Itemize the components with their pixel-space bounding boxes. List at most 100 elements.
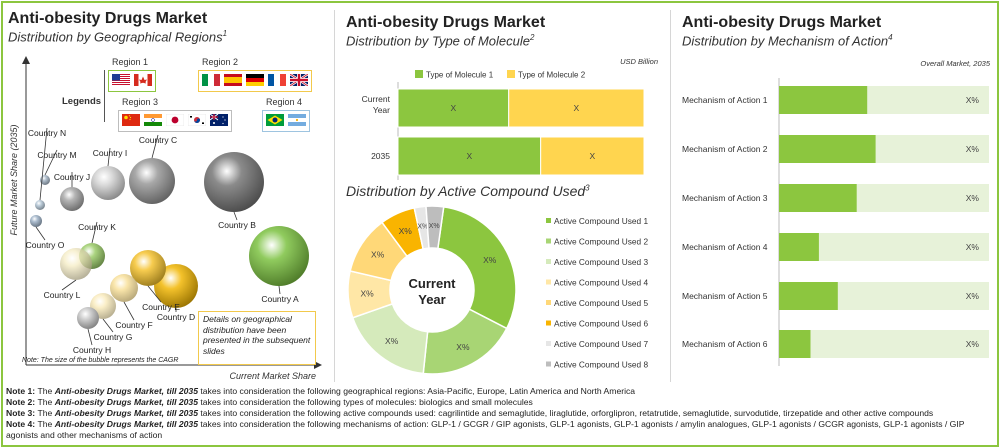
geo-subtitle: Distribution by Geographical Regions1 bbox=[8, 29, 228, 45]
bubble-mark bbox=[129, 158, 175, 204]
flag-us-icon bbox=[112, 74, 130, 86]
bubble-country-a: Country A bbox=[249, 226, 309, 304]
flag-jp-icon bbox=[166, 114, 184, 126]
bubble-label: Country J bbox=[54, 172, 90, 182]
moa-bar bbox=[779, 86, 868, 114]
bubble-mark bbox=[60, 187, 84, 211]
bubble-label: Country M bbox=[37, 150, 76, 160]
moa-caption: Overall Market, 2035 bbox=[920, 59, 990, 68]
bubble-mark bbox=[110, 274, 138, 302]
moa-bar bbox=[779, 233, 819, 261]
bubble-label: Country G bbox=[94, 332, 133, 342]
bubble-label: Country N bbox=[28, 128, 66, 138]
donut-legend-label: Active Compound Used 1 bbox=[554, 216, 648, 226]
donut-slice-label: X% bbox=[399, 226, 413, 236]
donut-slice-label: X% bbox=[417, 224, 428, 231]
flag-in-icon bbox=[144, 114, 162, 126]
bubble-mark bbox=[35, 200, 45, 210]
details-note-text: Details on geographical distribution hav… bbox=[203, 314, 311, 356]
donut-slice-label: X% bbox=[385, 336, 399, 346]
molecule-bar-label: X bbox=[451, 103, 457, 113]
donut-legend-label: Active Compound Used 5 bbox=[554, 298, 648, 308]
footnote-4: Note 4: The Anti-obesity Drugs Market, t… bbox=[6, 419, 965, 440]
donut-slice-label: X% bbox=[456, 342, 470, 352]
footnote-3: Note 3: The Anti-obesity Drugs Market, t… bbox=[6, 408, 934, 418]
molecule-category-label: Year bbox=[373, 105, 390, 115]
molecule-bar-segment bbox=[508, 88, 645, 128]
donut-legend-label: Active Compound Used 2 bbox=[554, 237, 648, 247]
bubble-mark bbox=[204, 152, 264, 212]
bubble-country-j: Country J bbox=[54, 172, 90, 211]
legend-title: Legends bbox=[62, 96, 102, 107]
moa-bar bbox=[779, 184, 857, 212]
bubble-mark bbox=[60, 248, 92, 280]
region-flag-box-1 bbox=[108, 70, 156, 92]
molecule-legend-swatch bbox=[415, 70, 423, 78]
moa-category-label: Mechanism of Action 1 bbox=[682, 95, 768, 105]
flag-de-icon bbox=[246, 74, 264, 86]
bubble-mark bbox=[154, 264, 198, 308]
donut-slice-label: X% bbox=[360, 289, 374, 299]
bubble-label: Country A bbox=[261, 294, 299, 304]
bubble-label: Country I bbox=[93, 148, 128, 158]
donut-slice-label: X% bbox=[371, 249, 385, 259]
flag-ca-icon bbox=[134, 74, 152, 86]
bubble-mark bbox=[249, 226, 309, 286]
region-label-2: Region 2 bbox=[202, 57, 239, 67]
donut-legend-swatch bbox=[546, 279, 551, 285]
moa-category-label: Mechanism of Action 2 bbox=[682, 144, 768, 154]
moa-value-label: X% bbox=[966, 95, 980, 105]
geo-panel-header: Anti-obesity Drugs Market Distribution b… bbox=[8, 10, 328, 44]
donut-legend-label: Active Compound Used 8 bbox=[554, 360, 648, 370]
moa-category-label: Mechanism of Action 6 bbox=[682, 339, 768, 349]
molecule-bar-segment bbox=[540, 136, 645, 176]
donut-legend-label: Active Compound Used 7 bbox=[554, 339, 648, 349]
bubble-label: Country O bbox=[26, 240, 65, 250]
bubble-label: Country C bbox=[139, 135, 177, 145]
bubble-country-n: Country N bbox=[28, 127, 66, 210]
bubble-mark bbox=[91, 166, 125, 200]
bubble-country-o: Country O bbox=[26, 215, 65, 250]
flag-it-icon bbox=[202, 74, 220, 86]
donut-legend-swatch bbox=[546, 341, 551, 346]
footnote-1: Note 1: The Anti-obesity Drugs Market, t… bbox=[6, 386, 636, 396]
molecule-panel-header: Anti-obesity Drugs Market Distribution b… bbox=[346, 14, 666, 48]
bubble-country-h: Country H bbox=[73, 307, 111, 355]
geo-x-axis-label: Current Market Share bbox=[229, 371, 316, 381]
details-note-box: Details on geographical distribution hav… bbox=[198, 311, 316, 365]
moa-category-label: Mechanism of Action 4 bbox=[682, 242, 768, 252]
moa-bar-track bbox=[779, 330, 989, 358]
moa-bar bbox=[779, 135, 876, 163]
moa-bar-chart: Overall Market, 2035 Mechanism of Action … bbox=[682, 59, 991, 366]
bubble-label: Country L bbox=[44, 290, 81, 300]
molecule-stacked-bar-chart: USD Billion Type of Molecule 1 Type of Mol… bbox=[362, 57, 658, 180]
molecule-bar-label: X bbox=[574, 103, 580, 113]
compound-panel-header: Distribution by Active Compound Used3 bbox=[346, 182, 666, 199]
donut-legend-label: Active Compound Used 4 bbox=[554, 278, 648, 288]
donut-legend-swatch bbox=[546, 361, 551, 367]
bubble-label: Country D bbox=[157, 312, 195, 322]
donut-legend-swatch bbox=[546, 320, 551, 326]
molecule-legend-swatch bbox=[507, 70, 515, 78]
bubble-label: Country B bbox=[218, 220, 256, 230]
molecule-bar-segment bbox=[397, 136, 542, 176]
moa-bar bbox=[779, 282, 838, 310]
bubble-label: Country H bbox=[73, 345, 111, 355]
donut-slice bbox=[437, 205, 517, 330]
molecule-legend-label: Type of Molecule 2 bbox=[518, 71, 586, 80]
bubble-country-b: Country B bbox=[204, 152, 264, 230]
bubble-country-d: Country D bbox=[154, 264, 198, 322]
flag-uk-icon bbox=[290, 74, 308, 86]
flag-kr-icon bbox=[188, 114, 206, 126]
flag-au-icon bbox=[210, 114, 228, 126]
moa-value-label: X% bbox=[966, 242, 980, 252]
molecule-category-label: Current bbox=[362, 94, 391, 104]
moa-panel-header: Anti-obesity Drugs Market Distribution b… bbox=[682, 14, 992, 48]
moa-category-label: Mechanism of Action 5 bbox=[682, 291, 768, 301]
flag-br-icon bbox=[266, 114, 284, 126]
donut-slice-label: X% bbox=[483, 255, 497, 265]
moa-subtitle: Distribution by Mechanism of Action4 bbox=[682, 33, 893, 49]
flag-ar-icon bbox=[288, 114, 306, 126]
compound-subtitle: Distribution by Active Compound Used3 bbox=[346, 183, 590, 199]
